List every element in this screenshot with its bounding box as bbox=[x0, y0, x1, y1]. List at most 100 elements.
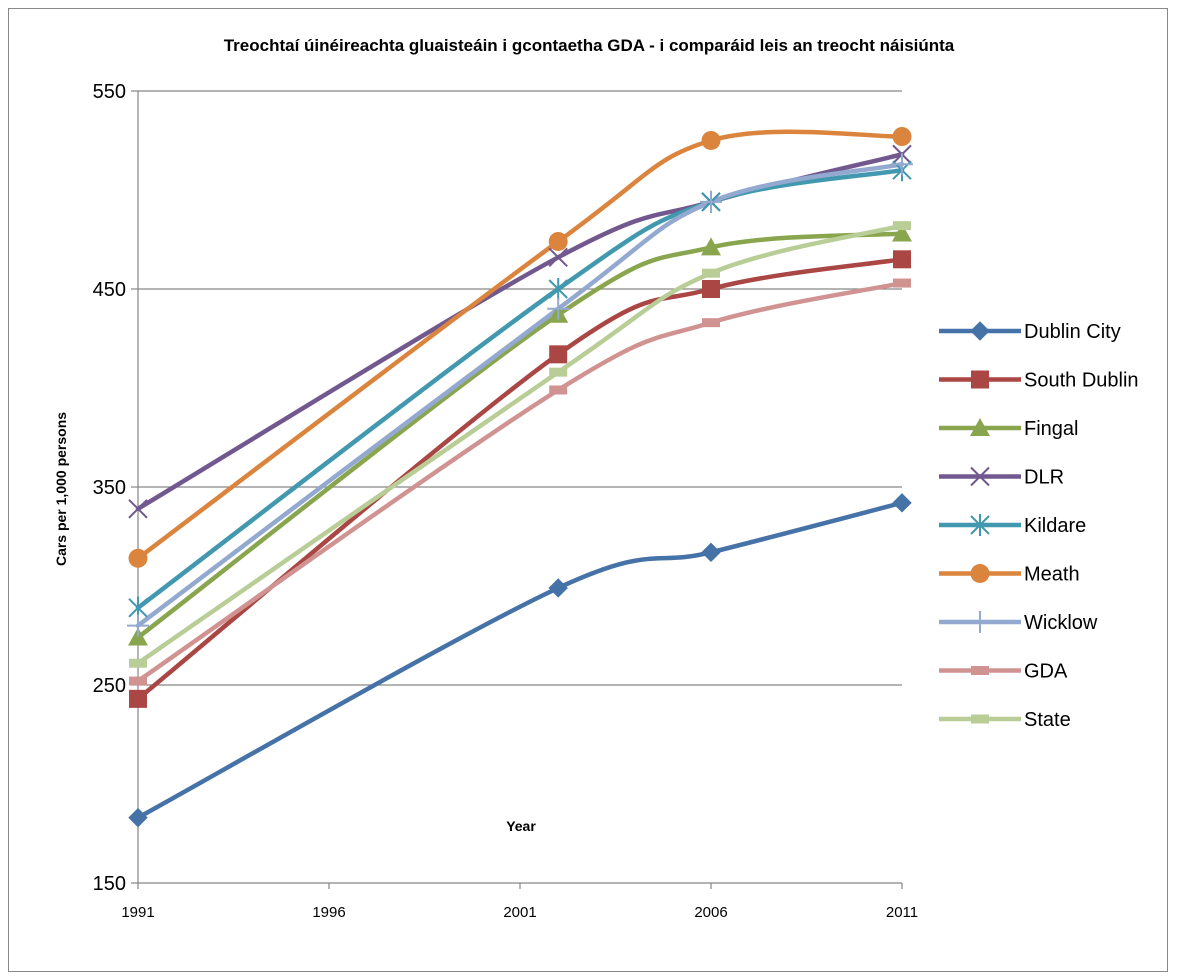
data-point-south-dublin-1991-shape bbox=[129, 689, 147, 708]
data-point-dublin-city-2002-shape bbox=[548, 578, 568, 598]
series-line-south-dublin bbox=[135, 257, 905, 702]
data-point-gda-2002 bbox=[549, 385, 568, 395]
data-point-wicklow-1991-shape bbox=[127, 614, 149, 637]
legend-marker-fingal-shape bbox=[970, 418, 990, 436]
y-tick-label-450: 450 bbox=[93, 279, 126, 301]
series-line-wicklow bbox=[135, 162, 905, 628]
data-point-gda-2006 bbox=[702, 318, 720, 328]
y-tick-label-350: 350 bbox=[93, 477, 126, 499]
gridlines bbox=[138, 90, 902, 686]
legend-marker-dlr bbox=[970, 466, 990, 487]
data-point-state-2006 bbox=[702, 268, 720, 278]
legend-marker-gda bbox=[971, 666, 989, 675]
data-point-wicklow-2011 bbox=[891, 153, 913, 176]
data-point-state-2011-shape bbox=[893, 221, 911, 231]
data-point-gda-2011-shape bbox=[893, 278, 911, 288]
line-chart: Treochtaí úinéireachta gluaisteáin i gco… bbox=[53, 36, 1139, 921]
legend-label-dlr: DLR bbox=[1024, 467, 1064, 489]
x-tick-label-2001: 2001 bbox=[503, 904, 536, 921]
data-point-fingal-2006-shape bbox=[701, 237, 721, 256]
data-point-meath-2002 bbox=[548, 231, 568, 251]
data-point-gda-2011 bbox=[893, 278, 911, 288]
series-line-kildare bbox=[135, 167, 905, 611]
y-axis-title: Cars per 1,000 persons bbox=[53, 412, 69, 566]
legend-marker-dublin-city-shape bbox=[970, 321, 990, 341]
data-point-dublin-city-1991 bbox=[128, 807, 148, 828]
data-point-state-2002 bbox=[549, 367, 568, 377]
legend-item-kildare: Kildare bbox=[939, 514, 1086, 537]
data-point-fingal-2011 bbox=[892, 223, 912, 242]
data-point-gda-2006-shape bbox=[702, 318, 720, 328]
axes: 150 250 350 450 550 1991 1996 2001 2006 2011 bbox=[93, 81, 919, 921]
data-point-state-2002-shape bbox=[549, 367, 568, 377]
legend-marker-kildare bbox=[970, 514, 990, 536]
legend-marker-kildare-shape bbox=[970, 514, 990, 536]
series-line-gda bbox=[135, 280, 905, 684]
data-point-meath-2002-shape bbox=[548, 231, 568, 251]
data-point-dlr-1991 bbox=[128, 499, 148, 519]
data-point-wicklow-1991 bbox=[127, 614, 149, 637]
legend-item-wicklow: Wicklow bbox=[939, 611, 1098, 634]
legend-label-dublin-city: Dublin City bbox=[1024, 321, 1121, 343]
legend-item-state: State bbox=[939, 709, 1071, 731]
series-lines bbox=[135, 129, 905, 820]
series-line-dublin-city bbox=[135, 500, 905, 820]
data-point-dublin-city-1991-shape bbox=[128, 807, 148, 828]
legend-label-meath: Meath bbox=[1024, 564, 1080, 586]
legend-marker-wicklow-shape bbox=[969, 611, 991, 633]
data-point-dublin-city-2006-shape bbox=[701, 542, 721, 563]
y-tick-label-150: 150 bbox=[93, 873, 126, 895]
data-point-wicklow-2006-shape bbox=[700, 190, 722, 213]
data-point-wicklow-2006 bbox=[700, 190, 722, 213]
data-point-south-dublin-2006-shape bbox=[702, 280, 720, 298]
data-point-fingal-2011-shape bbox=[892, 223, 912, 242]
legend-label-wicklow: Wicklow bbox=[1024, 612, 1098, 634]
data-point-dublin-city-2002 bbox=[548, 578, 568, 598]
legend-marker-wicklow bbox=[969, 611, 991, 633]
legend-marker-fingal bbox=[970, 418, 990, 436]
legend-item-dublin-city: Dublin City bbox=[939, 321, 1121, 343]
data-point-meath-1991 bbox=[128, 548, 148, 568]
data-point-south-dublin-2006 bbox=[702, 280, 720, 298]
data-point-south-dublin-1991 bbox=[129, 689, 147, 708]
data-point-wicklow-2002-shape bbox=[547, 297, 570, 320]
chart-area: Treochtaí úinéireachta gluaisteáin i gco… bbox=[8, 8, 1168, 972]
legend-label-kildare: Kildare bbox=[1024, 515, 1086, 537]
data-point-gda-2002-shape bbox=[549, 385, 568, 395]
data-point-state-2006-shape bbox=[702, 268, 720, 278]
data-point-south-dublin-2002 bbox=[549, 345, 568, 364]
legend-label-gda: GDA bbox=[1024, 661, 1068, 683]
legend-item-gda: GDA bbox=[939, 661, 1068, 683]
series-line-dlr bbox=[135, 152, 905, 512]
legend-marker-south-dublin-shape bbox=[971, 370, 989, 389]
data-point-dublin-city-2006 bbox=[701, 542, 721, 563]
data-point-kildare-2002-shape bbox=[548, 278, 568, 300]
legend-item-meath: Meath bbox=[939, 564, 1080, 586]
chart-title: Treochtaí úinéireachta gluaisteáin i gco… bbox=[224, 36, 955, 55]
x-axis-title: Year bbox=[506, 818, 536, 834]
data-point-south-dublin-2002-shape bbox=[549, 345, 568, 364]
series-line-fingal bbox=[135, 231, 905, 640]
legend-marker-meath bbox=[970, 564, 990, 583]
legend-label-south-dublin: South Dublin bbox=[1024, 370, 1139, 392]
data-point-state-2011 bbox=[893, 221, 911, 231]
data-point-gda-1991-shape bbox=[129, 676, 147, 686]
data-point-gda-1991 bbox=[129, 676, 147, 686]
data-point-state-1991 bbox=[129, 658, 147, 668]
legend: Dublin City South Dublin Fingal DLR Kildare M… bbox=[939, 321, 1139, 731]
y-tick-label-250: 250 bbox=[93, 675, 126, 697]
legend-item-fingal: Fingal bbox=[939, 418, 1078, 440]
x-tick-label-2006: 2006 bbox=[694, 904, 727, 921]
legend-marker-state bbox=[971, 714, 989, 724]
data-point-wicklow-2011-shape bbox=[891, 153, 913, 176]
legend-marker-gda-shape bbox=[971, 666, 989, 675]
x-tick-label-1996: 1996 bbox=[312, 904, 345, 921]
data-point-south-dublin-2011-shape bbox=[893, 250, 911, 269]
legend-marker-state-shape bbox=[971, 714, 989, 724]
series-line-meath bbox=[135, 129, 905, 561]
data-point-meath-2006 bbox=[701, 131, 721, 150]
data-point-dlr-2002 bbox=[548, 247, 568, 268]
legend-label-fingal: Fingal bbox=[1024, 418, 1078, 440]
data-point-dlr-2002-shape bbox=[548, 247, 568, 268]
series-markers bbox=[127, 127, 913, 828]
